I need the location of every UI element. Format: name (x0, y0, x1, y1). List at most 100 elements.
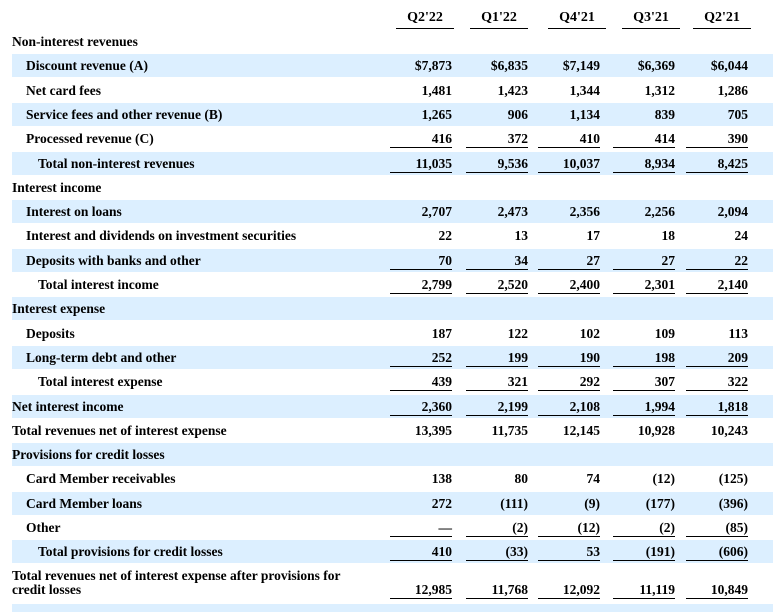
row-value: 321 (466, 370, 528, 392)
row-value: 439 (390, 370, 452, 392)
column-header: Q3'21 (622, 8, 680, 29)
row-value: 53 (538, 540, 600, 562)
row-value: 113 (728, 325, 748, 341)
row-value: (125) (718, 471, 748, 487)
table-row: Interest income (12, 176, 773, 199)
row-value: 322 (686, 370, 748, 392)
row-value (390, 30, 452, 53)
row-value: 2,094 (717, 204, 748, 220)
row-value: 18 (661, 228, 676, 244)
row-value: 2,356 (569, 204, 600, 220)
row-value: 198 (613, 346, 675, 367)
row-value: (191) (613, 540, 675, 562)
row-value: 1,134 (569, 106, 600, 122)
column-header: Q2'21 (693, 8, 751, 29)
row-value (466, 176, 528, 199)
row-label: Long-term debt and other (26, 349, 177, 365)
row-value: 1,265 (421, 106, 452, 122)
row-value: (2) (613, 516, 675, 537)
row-value (390, 297, 452, 320)
row-value: (85) (686, 516, 748, 537)
row-value: 13 (514, 228, 529, 244)
row-value: 2,199 (466, 395, 528, 416)
table-row: Long-term debt and other 252 199 190 198 209 (12, 345, 773, 369)
row-value: 1,994 (613, 395, 675, 416)
row-label: Interest on loans (26, 204, 122, 220)
row-value (613, 297, 675, 320)
table-row: Total revenues net of interest expense 13… (12, 419, 773, 442)
row-value: 24 (734, 228, 749, 244)
row-value: 138 (431, 471, 452, 487)
row-value: 12,145 (562, 422, 600, 438)
row-label: Non-interest revenues (12, 34, 138, 49)
row-value: 10,037 (538, 152, 600, 173)
row-value: 705 (727, 106, 748, 122)
row-value: (12) (538, 516, 600, 537)
table-row: Total interest income 2,799 2,520 2,400 2,30… (12, 273, 773, 296)
row-value: 109 (654, 325, 675, 341)
row-value: 27 (613, 249, 675, 270)
row-value: 2,108 (538, 395, 600, 416)
row-value: 13,395 (414, 422, 452, 438)
row-value: (396) (718, 495, 748, 511)
row-value: 2,301 (613, 273, 675, 294)
column-header: Q1'22 (470, 8, 528, 29)
row-value: (33) (466, 540, 528, 562)
table-row: Deposits with banks and other 70 34 27 27 22 (12, 248, 773, 272)
row-label: Interest income (12, 179, 102, 195)
table-row: Provisions for credit losses (12, 443, 773, 467)
row-label: Deposits with banks and other (26, 252, 201, 268)
row-value: 17 (586, 228, 601, 244)
table-row: Total interest expense 439 321 292 307 322 (12, 370, 773, 393)
row-value: (12) (652, 471, 676, 487)
row-value: 34 (466, 249, 528, 270)
row-label: Provisions for credit losses (12, 447, 165, 463)
table-row: Processed revenue (C) 416 372 410 414 390 (12, 127, 773, 150)
table-row: Total revenues net of interest expense a… (12, 565, 773, 601)
row-value (538, 176, 600, 199)
row-value: 80 (514, 471, 529, 487)
column-header: Q2'22 (396, 8, 454, 29)
row-value: 372 (466, 127, 528, 149)
row-value (538, 443, 600, 466)
row-value: 22 (438, 228, 453, 244)
row-value (538, 30, 600, 53)
row-value: 187 (431, 325, 452, 341)
table-row: Interest expense (12, 297, 773, 321)
row-value: 11,735 (491, 422, 528, 438)
row-label: Net card fees (26, 82, 101, 98)
row-value: 122 (507, 325, 528, 341)
row-label: Card Member receivables (26, 471, 176, 487)
row-value: 8,425 (686, 152, 748, 173)
row-label: Total interest income (38, 277, 159, 292)
row-value: 2,400 (538, 273, 600, 294)
row-value: 190 (538, 346, 600, 367)
row-value (686, 176, 748, 199)
row-value: $7,149 (562, 58, 600, 74)
row-value: 2,360 (390, 395, 452, 416)
table-row: Total provisions for credit losses 410 (33… (12, 540, 773, 564)
row-label: Interest expense (12, 301, 106, 317)
row-value (466, 443, 528, 466)
row-value: 1,818 (686, 395, 748, 416)
row-value: 70 (390, 249, 452, 270)
row-value (390, 443, 452, 466)
table-row: Card Member loans 272 (111) (9) (177) (396) (12, 491, 773, 515)
row-value: $6,835 (490, 58, 528, 74)
row-value: 2,140 (686, 273, 748, 294)
row-value: $7,873 (414, 58, 452, 74)
row-value: 839 (654, 106, 675, 122)
row-label: Processed revenue (C) (26, 131, 154, 147)
row-value: $6,369 (637, 58, 675, 74)
row-value: 292 (538, 370, 600, 392)
row-label: Net interest income (12, 398, 124, 414)
row-value: (2) (466, 516, 528, 537)
row-value: (9) (584, 495, 600, 511)
row-label: Service fees and other revenue (B) (26, 106, 223, 122)
row-value (686, 297, 748, 320)
row-value: 906 (507, 106, 528, 122)
table-row: Interest and dividends on investment sec… (12, 224, 773, 247)
row-value: 2,799 (390, 273, 452, 294)
row-value: 2,473 (497, 204, 528, 220)
table-row: Other — (2) (12) (2) (85) (12, 516, 773, 539)
